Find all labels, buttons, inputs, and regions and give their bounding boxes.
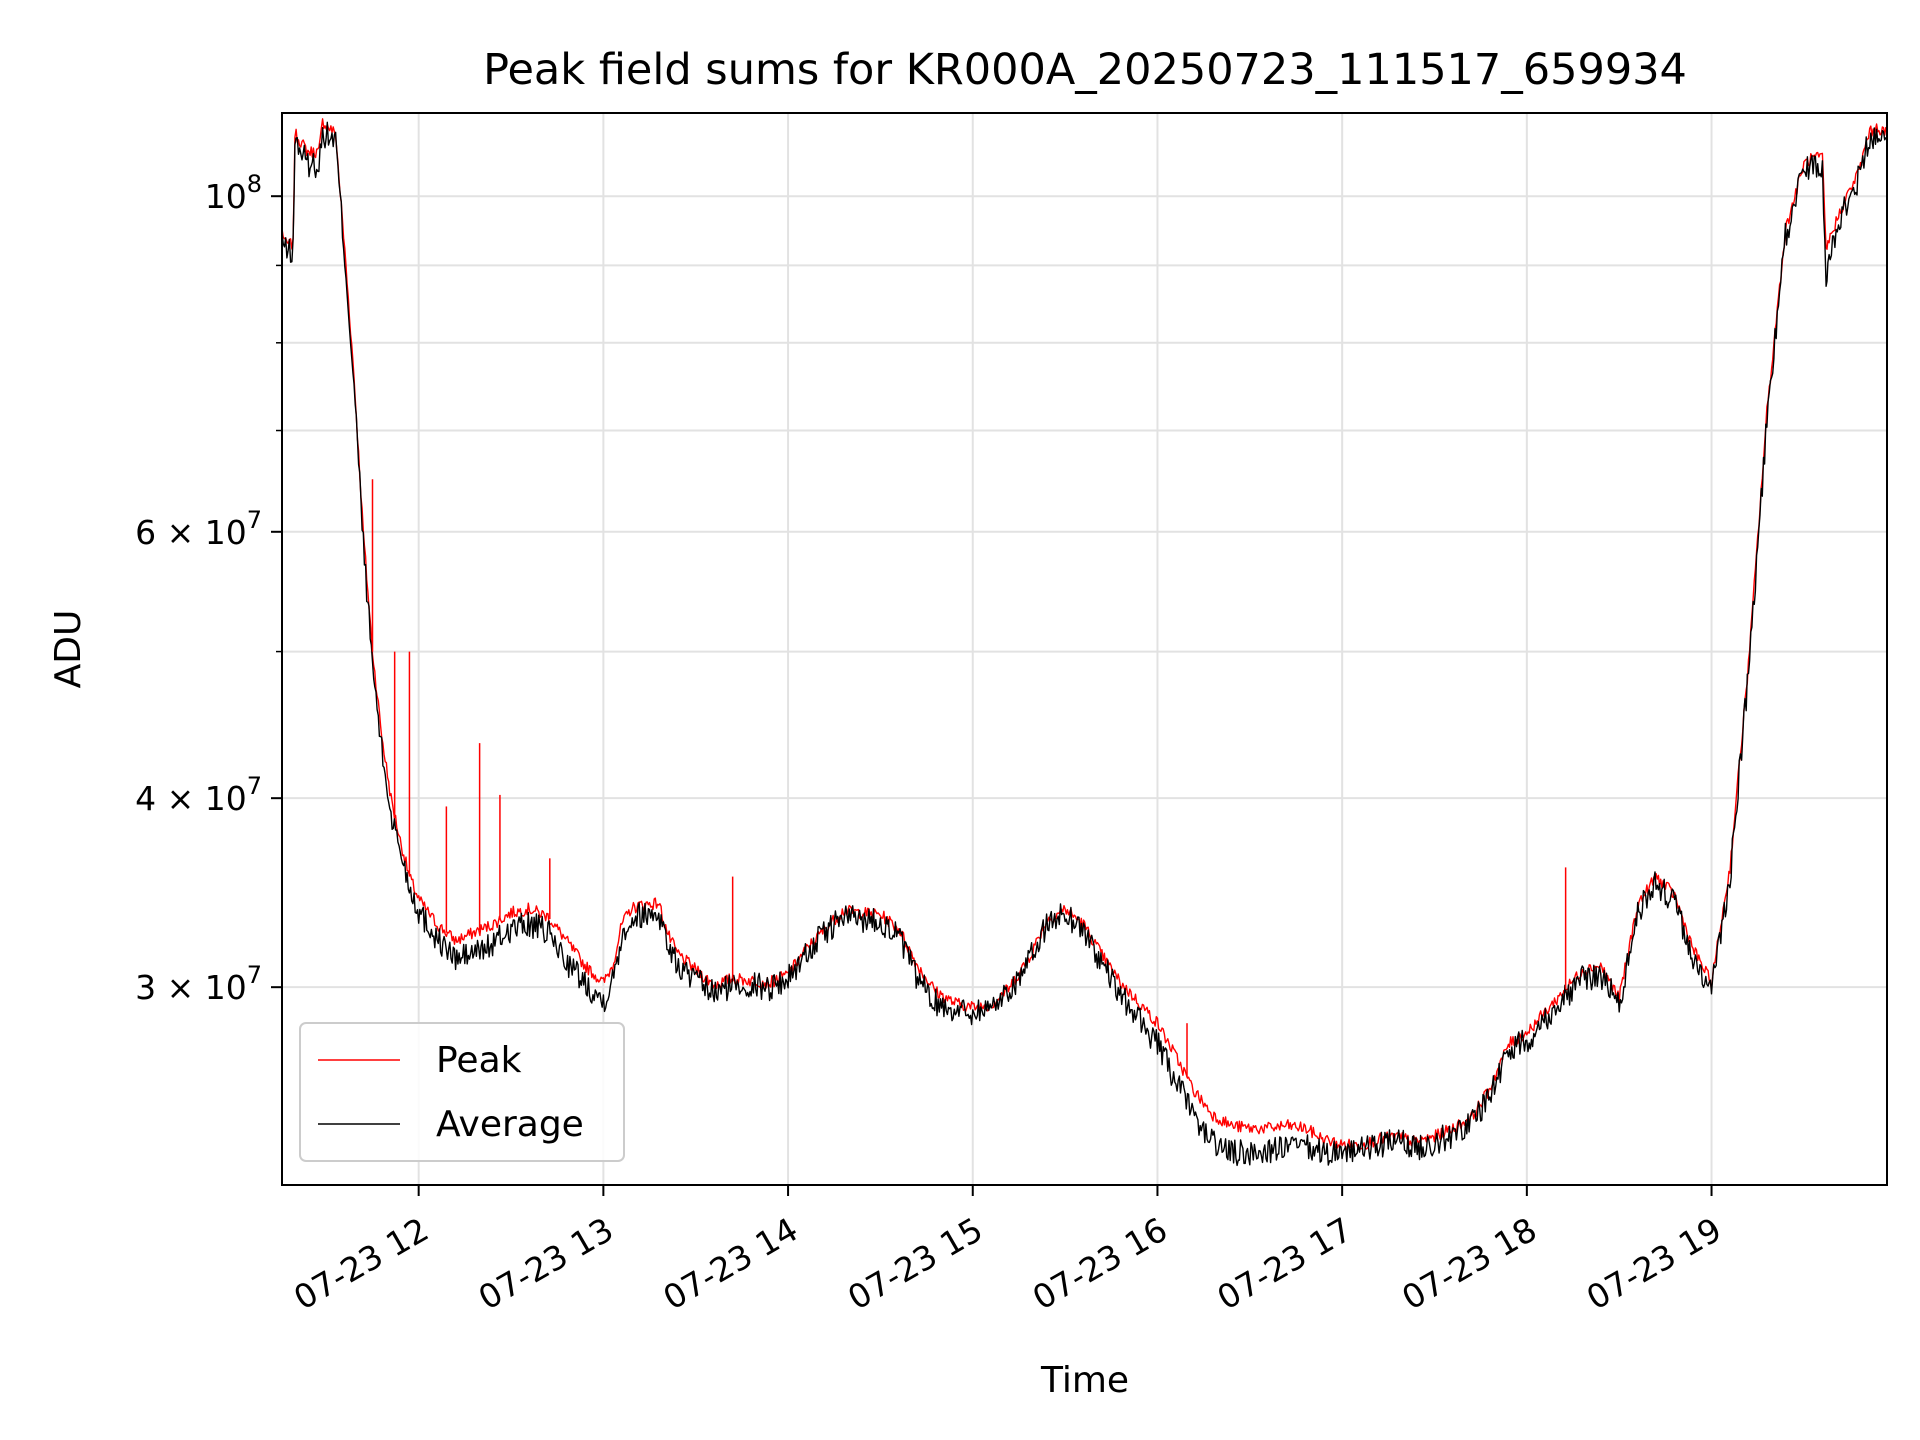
series-layer	[281, 118, 1888, 1167]
y-axis-label: ADU	[48, 610, 89, 689]
chart-title: Peak field sums for KR000A_20250723_1115…	[483, 45, 1687, 95]
plot-frame	[281, 112, 1888, 1186]
y-tick-label: 6 × 107	[135, 506, 262, 552]
y-tick-label: 4 × 107	[135, 772, 262, 818]
y-tick-label: 3 × 107	[135, 961, 262, 1007]
x-axis-label: Time	[1040, 1360, 1129, 1401]
grid	[282, 113, 1887, 1185]
legend-label-peak: Peak	[436, 1040, 522, 1081]
series-line-average	[281, 121, 1888, 1167]
legend-box	[299, 1022, 625, 1162]
legend-label-average: Average	[436, 1104, 584, 1145]
legend: Peak Average	[299, 1022, 625, 1162]
